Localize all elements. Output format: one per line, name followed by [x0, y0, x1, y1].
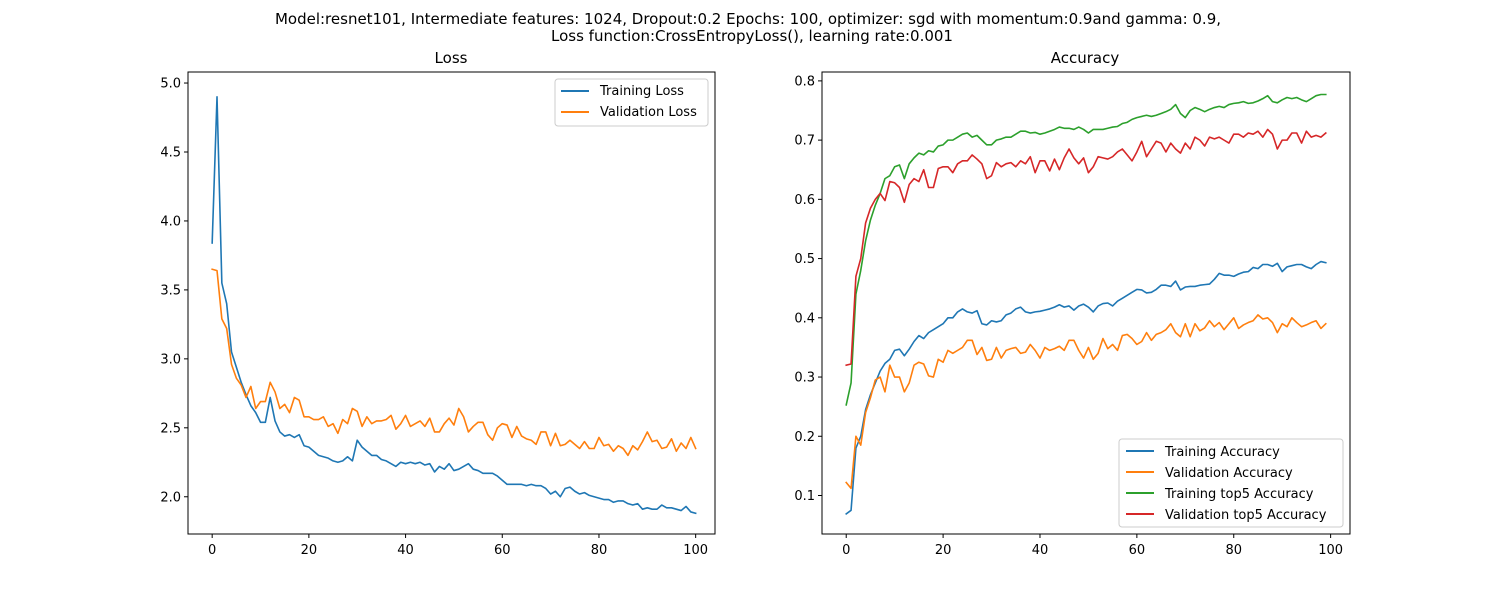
loss-y-tick-label: 3.0	[160, 352, 181, 367]
accuracy-legend-box	[1118, 438, 1344, 528]
figure-suptitle-line-1: Model:resnet101, Intermediate features: …	[275, 10, 1221, 28]
loss-chart: Loss 0 20 40 60 80 100 2.0 2.5 3.0 3.5 4.0 4.5 5.0 T…	[160, 49, 716, 558]
accuracy-legend-validation-top5-label: Validation top5 Accuracy	[1165, 508, 1327, 523]
loss-chart-title: Loss	[435, 49, 468, 67]
accuracy-chart-ticks: 0 20 40 60 80 100 0.1 0.2 0.3 0.4 0.5 0.6 0.7 0.8	[794, 74, 1343, 558]
accuracy-y-tick-label: 0.1	[794, 489, 815, 504]
accuracy-y-tick-label: 0.8	[794, 74, 815, 89]
accuracy-x-tick-label: 0	[842, 543, 850, 558]
loss-y-tick-label: 4.0	[160, 214, 181, 229]
accuracy-chart-lines	[845, 93, 1327, 515]
loss-x-tick-label: 0	[208, 543, 216, 558]
loss-chart-ticks: 0 20 40 60 80 100 2.0 2.5 3.0 3.5 4.0 4.5 5.0	[160, 77, 708, 558]
loss-chart-legend: Training Loss Validation Loss	[554, 78, 709, 127]
accuracy-chart-legend: Training Accuracy Validation Accuracy Tr…	[1118, 438, 1344, 528]
accuracy-series-validation-top5-accuracy	[845, 128, 1327, 367]
loss-series-validation-loss	[211, 268, 697, 457]
accuracy-x-tick-label: 80	[1225, 543, 1242, 558]
loss-x-tick-label: 100	[683, 543, 708, 558]
accuracy-series-training-accuracy	[845, 260, 1327, 515]
loss-y-tick-label: 2.5	[160, 421, 181, 436]
loss-x-tick-label: 20	[301, 543, 318, 558]
accuracy-x-tick-label: 60	[1129, 543, 1146, 558]
accuracy-legend-validation-label: Validation Accuracy	[1165, 466, 1293, 481]
accuracy-y-tick-label: 0.7	[794, 134, 815, 149]
accuracy-y-tick-label: 0.4	[794, 311, 815, 326]
loss-x-tick-label: 60	[494, 543, 511, 558]
loss-x-tick-label: 40	[397, 543, 414, 558]
accuracy-y-tick-label: 0.5	[794, 252, 815, 267]
figure-suptitle-line-2: Loss function:CrossEntropyLoss(), learni…	[551, 27, 953, 45]
loss-legend-training-label: Training Loss	[599, 84, 684, 99]
loss-y-tick-label: 4.5	[160, 145, 181, 160]
accuracy-legend-training-label: Training Accuracy	[1164, 445, 1280, 460]
accuracy-chart-frame	[821, 71, 1351, 535]
accuracy-y-tick-label: 0.2	[794, 430, 815, 445]
loss-y-tick-label: 5.0	[160, 77, 181, 92]
accuracy-series-validation-accuracy	[845, 314, 1327, 490]
accuracy-y-tick-label: 0.6	[794, 193, 815, 208]
accuracy-x-tick-label: 100	[1318, 543, 1343, 558]
loss-chart-frame	[187, 71, 716, 535]
loss-y-tick-label: 3.5	[160, 283, 181, 298]
loss-x-tick-label: 80	[591, 543, 608, 558]
loss-y-tick-label: 2.0	[160, 490, 181, 505]
accuracy-chart-title: Accuracy	[1051, 49, 1120, 67]
accuracy-x-tick-label: 20	[935, 543, 952, 558]
accuracy-series-training-top5-accuracy	[845, 93, 1327, 406]
accuracy-chart: Accuracy 0 20 40 60 80 1000.10.20.30.40.50.60…	[794, 49, 1351, 558]
loss-chart-lines	[211, 96, 697, 515]
loss-legend-validation-label: Validation Loss	[600, 105, 697, 120]
loss-series-training-loss	[211, 96, 697, 515]
loss-legend-box	[554, 78, 709, 127]
accuracy-y-tick-label: 0.3	[794, 371, 815, 386]
accuracy-legend-training-top5-label: Training top5 Accuracy	[1164, 487, 1314, 502]
accuracy-x-tick-label: 40	[1032, 543, 1049, 558]
